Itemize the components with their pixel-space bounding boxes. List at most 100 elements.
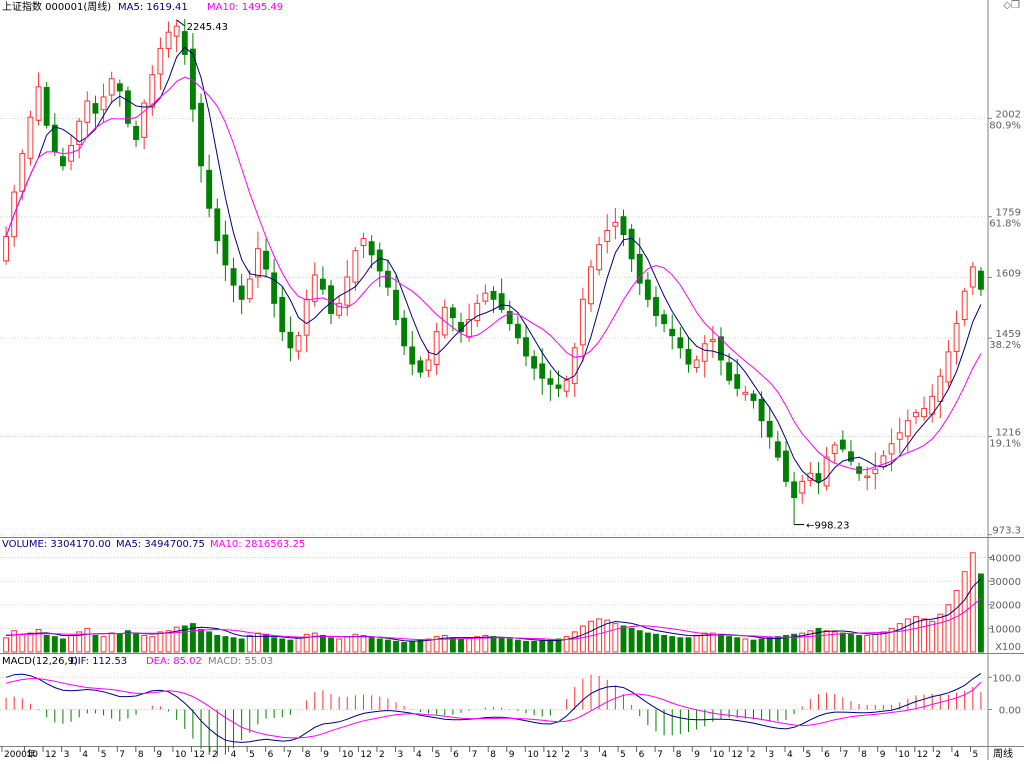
candle-body [839,439,846,450]
candle-body [116,83,123,92]
chart-title: 上证指数 000001(周线) [2,0,111,13]
volume-tick-label: 20000 [989,601,1021,612]
volume-bar [3,637,9,653]
x-tick-label: 5 [435,750,441,760]
macd-legend: MACD: 55.03 [208,656,273,667]
candle-body [303,298,310,336]
volume-bar [644,632,651,653]
x-tick-label: 6 [824,750,830,760]
volume-bar [571,631,578,653]
candle-body [311,274,318,302]
x-tick-label: 3 [397,750,403,760]
candle-body [92,103,99,114]
x-tick-label: 5 [249,750,255,760]
candle-body [198,102,204,167]
volume-bar [758,638,765,653]
x-tick-label: 12 [731,750,742,760]
candle-body [636,253,643,284]
candle-body [848,451,854,462]
price-pct-label: 19.1% [989,438,1021,449]
volume-bar [92,634,99,653]
volume-bar [287,639,294,653]
volume-tick-label: 30000 [989,577,1021,588]
ma10-legend: MA10: 1495.49 [207,2,283,13]
volume-ma5-legend: MA5: 3494700.75 [116,539,205,550]
high-annotation: 2245.43 [187,22,228,33]
candle-body [969,266,976,288]
volume-bar [937,613,944,653]
volume-bar [685,637,692,653]
x-tick-label: 9 [323,750,329,760]
restore-icon[interactable]: ❐ [1011,0,1020,11]
volume-bar [133,632,139,653]
volume-bar [279,638,286,653]
candle-body [133,125,139,140]
volume-bar [238,638,245,653]
volume-bar [149,636,156,653]
candle-body [319,278,326,290]
volume-bar [766,637,773,653]
x-tick-label: 2000年 [4,748,36,760]
volume-bar [945,604,952,653]
x-tick-label: 7 [286,750,292,760]
volume-bar [969,552,976,653]
volume-bar [783,634,789,653]
candle-body [368,241,375,256]
volume-bar [734,637,741,653]
x-tick-label: 5 [101,750,107,760]
volume-bar [514,639,521,653]
volume-bar [709,632,716,653]
candle-body [214,208,221,242]
candle-body [791,481,798,499]
volume-bar [319,634,326,653]
candle-body [35,86,42,121]
x-tick-label: 9 [880,750,886,760]
volume-bar [384,639,391,653]
candle-body [360,238,367,247]
volume-bar [84,627,91,653]
volume-bar [506,638,513,653]
candle-body [588,266,594,305]
volume-bar [604,619,611,653]
x-tick-label: 6 [268,750,274,760]
volume-bar [693,634,700,653]
candle-body [498,293,505,310]
candle-body [644,279,651,300]
candle-body [799,480,806,494]
candle-body [474,302,481,322]
volume-bar [409,640,416,653]
volume-bar [157,631,164,653]
volume-bar [953,590,960,653]
macd-tick-label: 0.00 [999,706,1021,717]
ma5-line [5,46,982,484]
macd-label: MACD(12,26,9) [2,656,78,667]
volume-bar [726,636,733,653]
volume-ma10-line [6,598,982,641]
volume-bar [815,627,822,653]
x-tick-label: 12 [193,750,204,760]
volume-bar [823,630,830,653]
x-tick-label: 10 [527,750,539,760]
volume-bar [872,633,879,653]
candle-body [523,337,529,357]
x-tick-label: 2 [212,750,218,760]
volume-bar [206,631,213,653]
volume-bar [474,636,481,653]
candle-body [628,228,635,260]
candle-body [181,31,188,55]
x-tick-label: 10 [713,750,725,760]
volume-bar [230,637,237,653]
x-tick-label: 5 [972,750,978,760]
diamond-icon[interactable]: ◇ [1003,0,1012,11]
volume-bar [742,638,749,653]
candle-body [807,472,814,481]
x-tick-label: 10 [27,750,39,760]
candle-body [604,229,611,242]
volume-bar [547,639,554,653]
window-controls[interactable]: ◇❐ [1003,0,1020,11]
x-tick-label: 2 [379,750,385,760]
x-tick-label: 2 [564,750,570,760]
volume-bar [498,637,505,653]
